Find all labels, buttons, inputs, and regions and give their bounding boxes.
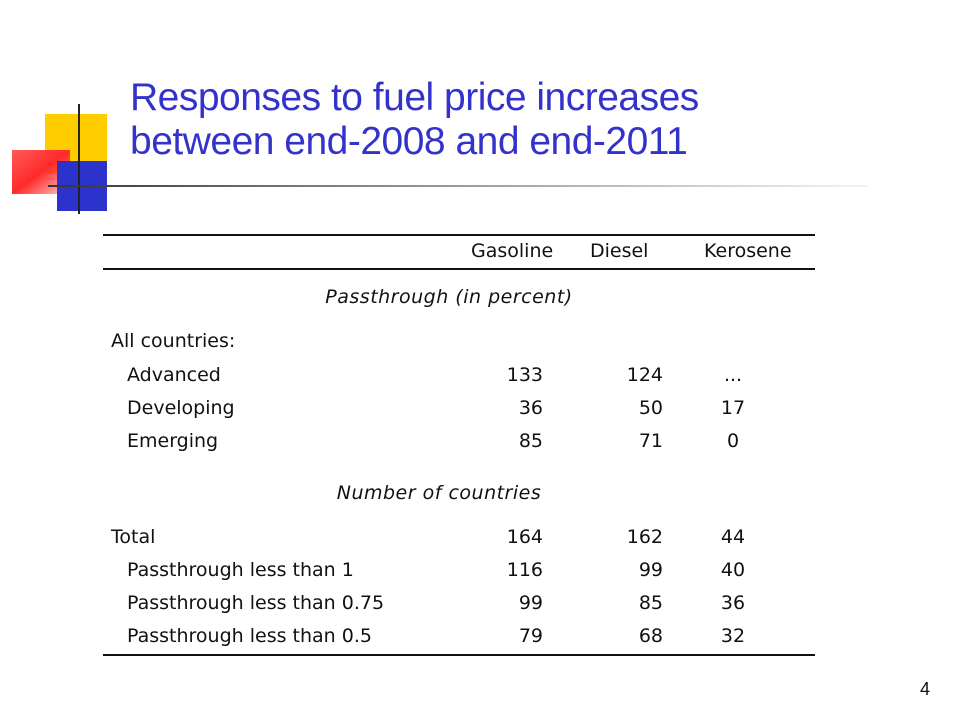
cell-kerosene: 36 xyxy=(720,592,746,614)
cell-kerosene: 0 xyxy=(726,430,740,452)
cell-kerosene: 40 xyxy=(720,559,746,581)
section-title-number-of-countries: Number of countries xyxy=(336,482,542,504)
table-row: Advanced 133 124 ... xyxy=(103,364,815,392)
section-title-passthrough: Passthrough (in percent) xyxy=(325,286,573,308)
cell-gasoline: 85 xyxy=(518,430,543,452)
header-kerosene: Kerosene xyxy=(704,240,792,262)
cell-gasoline: 133 xyxy=(506,364,543,386)
cell-kerosene: 17 xyxy=(720,397,746,419)
row-label: Passthrough less than 0.75 xyxy=(127,592,385,614)
table-top-rule xyxy=(103,234,815,236)
row-label: Advanced xyxy=(127,364,221,386)
table-header-rule xyxy=(103,268,815,270)
table-row: Emerging 85 71 0 xyxy=(103,430,815,458)
table-row: Total 164 162 44 xyxy=(103,526,815,554)
table-row: Developing 36 50 17 xyxy=(103,397,815,425)
table-bottom-rule xyxy=(103,654,815,656)
cell-diesel: 124 xyxy=(626,364,663,386)
cell-gasoline: 116 xyxy=(506,559,543,581)
logo-vertical-line xyxy=(78,104,80,214)
cell-diesel: 68 xyxy=(638,625,663,647)
cell-diesel: 71 xyxy=(638,430,663,452)
cell-diesel: 85 xyxy=(638,592,663,614)
slide-title-line2: between end-2008 and end-2011 xyxy=(130,120,688,163)
cell-kerosene: 44 xyxy=(720,526,746,548)
cell-diesel: 99 xyxy=(638,559,663,581)
cell-kerosene: ... xyxy=(723,364,743,386)
row-label: Passthrough less than 1 xyxy=(127,559,354,581)
passthrough-table: Gasoline Diesel Kerosene Passthrough (in… xyxy=(103,232,815,656)
cell-kerosene: 32 xyxy=(720,625,746,647)
slide-title: Responses to fuel price increases betwee… xyxy=(130,76,890,164)
title-underline xyxy=(48,185,868,187)
row-label: Passthrough less than 0.5 xyxy=(127,625,372,647)
table-row: Passthrough less than 0.5 79 68 32 xyxy=(103,625,815,653)
group-label: All countries: xyxy=(111,330,236,352)
table-row: Passthrough less than 0.75 99 85 36 xyxy=(103,592,815,620)
cell-diesel: 162 xyxy=(626,526,663,548)
table-row: All countries: xyxy=(103,330,815,358)
row-label: Emerging xyxy=(127,430,219,452)
row-label: Developing xyxy=(127,397,235,419)
header-gasoline: Gasoline xyxy=(471,240,554,262)
cell-diesel: 50 xyxy=(638,397,663,419)
page-number: 4 xyxy=(919,679,930,699)
table-row: Passthrough less than 1 116 99 40 xyxy=(103,559,815,587)
header-diesel: Diesel xyxy=(590,240,649,262)
cell-gasoline: 36 xyxy=(518,397,543,419)
cell-gasoline: 79 xyxy=(518,625,543,647)
cell-gasoline: 164 xyxy=(506,526,543,548)
cell-gasoline: 99 xyxy=(518,592,543,614)
slide-title-line1: Responses to fuel price increases xyxy=(130,76,699,119)
row-label: Total xyxy=(111,526,156,548)
